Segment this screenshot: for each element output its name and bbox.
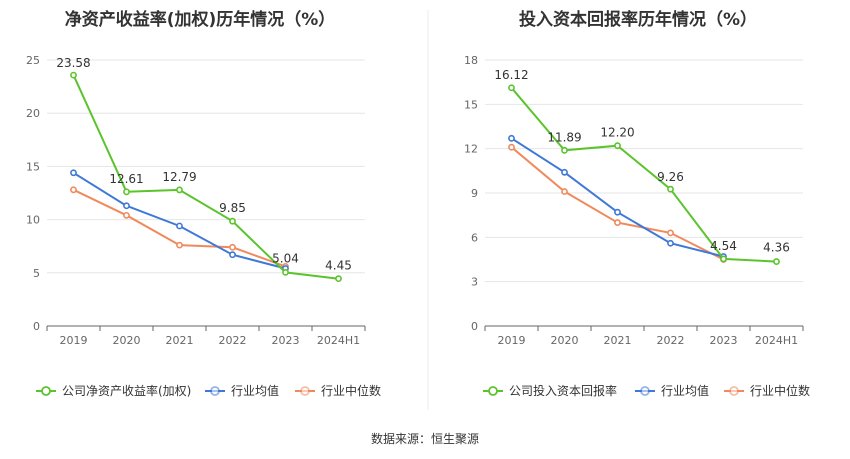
data-point[interactable] [176,186,183,194]
data-point[interactable] [123,202,130,210]
data-point[interactable] [667,229,674,237]
legend-marker [640,386,650,396]
series-line-2 [510,137,724,258]
series-line-1 [510,87,777,263]
y-tick-label: 20 [26,107,40,120]
legend-item-2[interactable]: 行业均值 [635,383,709,398]
data-label: 12.61 [109,172,143,186]
data-label: 9.85 [219,201,246,215]
data-label: 9.26 [657,170,684,184]
x-tick-label: 2022 [657,334,685,347]
series-line-3 [510,146,724,261]
data-point[interactable] [282,268,289,276]
legend-marker [41,386,51,396]
y-tick-label: 9 [471,187,478,200]
data-source-footer: 数据来源：恒生聚源 [371,431,479,446]
data-label: 4.36 [763,241,790,255]
chart-title: 投入资本回报率历年情况（%） [519,9,757,30]
legend-item-1[interactable]: 公司净资产收益率(加权) [36,383,191,398]
data-label: 5.04 [272,251,299,265]
data-point[interactable] [70,71,77,79]
data-label: 12.20 [600,126,634,140]
y-tick-label: 12 [464,143,478,156]
x-tick-label: 2022 [219,334,247,347]
data-label: 23.58 [56,56,90,70]
data-point[interactable] [561,146,568,154]
data-point[interactable] [614,208,621,216]
legend-label: 行业中位数 [321,383,381,398]
data-label: 4.54 [710,239,737,253]
chart-1: 净资产收益率(加权)历年情况（%） 0 5 10 15 20 25 2019 2020 2021 2… [26,9,381,398]
legend-marker [729,386,739,396]
x-tick-label: 2019 [498,334,526,347]
data-point[interactable] [123,211,130,219]
y-tick-label: 15 [26,160,40,173]
data-point[interactable] [335,275,342,283]
data-point[interactable] [720,255,727,263]
data-point[interactable] [70,169,77,177]
legend-marker [488,386,498,396]
data-point[interactable] [123,188,130,196]
legend-item-1[interactable]: 公司投入资本回报率 [483,383,617,398]
data-point[interactable] [614,142,621,150]
data-point[interactable] [229,217,236,225]
data-point[interactable] [614,219,621,226]
data-point[interactable] [176,241,183,249]
y-tick-label: 10 [26,214,40,227]
y-tick-label: 0 [471,320,478,333]
legend-label: 行业均值 [231,383,279,398]
chart-2: 投入资本回报率历年情况（%） 0 3 6 9 12 15 18 2019 2020 2021 2022… [464,9,810,398]
y-tick-label: 3 [471,276,478,289]
y-tick-label: 15 [464,98,478,111]
x-tick-label: 2019 [60,334,88,347]
data-label: 16.12 [494,68,528,82]
y-tick-label: 25 [26,54,40,67]
legend-label: 公司净资产收益率(加权) [62,383,191,398]
chart-title: 净资产收益率(加权)历年情况（%） [65,9,336,30]
y-tick-label: 18 [464,54,478,67]
data-point[interactable] [561,168,568,176]
y-tick-label: 5 [33,267,40,280]
data-label: 12.79 [162,170,196,184]
x-tick-label: 2021 [604,334,632,347]
data-point[interactable] [667,185,674,193]
legend-marker [300,386,310,396]
data-point[interactable] [508,143,515,151]
y-tick-label: 6 [471,231,478,244]
series-line-1 [72,74,339,280]
data-point[interactable] [508,84,515,92]
legend-item-2[interactable]: 行业均值 [205,383,279,398]
data-point[interactable] [561,188,568,195]
data-point[interactable] [773,258,780,265]
data-point[interactable] [176,222,183,230]
x-tick-label: 2020 [113,334,141,347]
data-label: 4.45 [325,259,352,273]
data-point[interactable] [229,251,236,259]
data-point[interactable] [70,186,77,194]
x-tick-label: 2023 [272,334,300,347]
legend-label: 行业均值 [661,383,709,398]
legend-label: 行业中位数 [750,383,810,398]
data-point[interactable] [667,239,674,247]
legend-item-3[interactable]: 行业中位数 [295,383,381,398]
x-tick-label: 2020 [551,334,579,347]
legend-item-3[interactable]: 行业中位数 [724,383,810,398]
legend-marker [210,386,220,396]
x-tick-label: 2024H1 [755,334,798,347]
y-tick-label: 0 [33,320,40,333]
data-point[interactable] [508,134,515,142]
x-tick-label: 2021 [166,334,194,347]
x-tick-label: 2024H1 [317,334,360,347]
x-tick-label: 2023 [710,334,738,347]
data-point[interactable] [229,243,236,251]
data-label: 11.89 [547,130,581,144]
legend-label: 公司投入资本回报率 [509,383,617,398]
